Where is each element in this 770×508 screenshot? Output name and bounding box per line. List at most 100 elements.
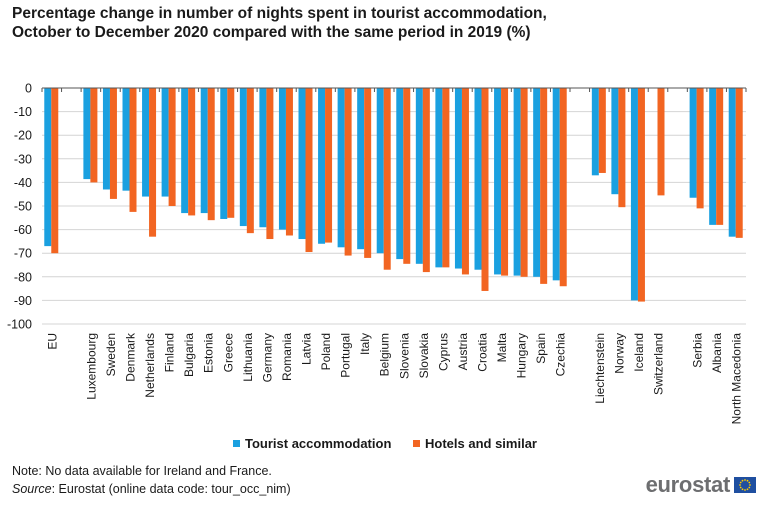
bar-hotels-and-similar-luxembourg (90, 88, 98, 183)
y-axis-tick-labels: 0 -10 -20 -30 -40 -50 -60 -70 -80 -90 -100 (7, 82, 32, 332)
y-tick-label: -90 (14, 294, 32, 308)
y-tick-label: -70 (14, 247, 32, 261)
x-tick-label-italy: Italy (358, 333, 372, 355)
x-tick-label-belgium: Belgium (378, 333, 392, 376)
bar-tourist-accommodation-germany (259, 88, 267, 228)
bar-hotels-and-similar-croatia (481, 88, 489, 291)
legend: Tourist accommodation Hotels and similar (0, 436, 770, 451)
bar-tourist-accommodation-croatia (474, 88, 482, 270)
x-tick-label-norway: Norway (612, 333, 626, 374)
bar-tourist-accommodation-albania (709, 88, 717, 225)
bar-hotels-and-similar-latvia (305, 88, 313, 253)
legend-item-hotels-and-similar: Hotels and similar (413, 436, 537, 451)
bar-tourist-accommodation-poland (318, 88, 326, 244)
bar-hotels-and-similar-serbia (696, 88, 704, 209)
bar-hotels-and-similar-netherlands (149, 88, 157, 237)
bar-hotels-and-similar-north-macedonia (735, 88, 743, 238)
note-text: Note: No data available for Ireland and … (12, 464, 272, 478)
y-tick-label: -30 (14, 152, 32, 166)
bar-tourist-accommodation-liechtenstein (591, 88, 599, 176)
x-tick-label-iceland: Iceland (632, 333, 646, 372)
bar-tourist-accommodation-finland (161, 88, 169, 197)
x-tick-label-latvia: Latvia (300, 333, 314, 365)
legend-label-tourist-accommodation: Tourist accommodation (245, 436, 392, 451)
bar-hotels-and-similar-estonia (207, 88, 215, 221)
bar-hotels-and-similar-albania (716, 88, 724, 225)
x-tick-label-germany: Germany (260, 333, 274, 382)
bar-hotels-and-similar-finland (168, 88, 176, 206)
y-tick-label: 0 (25, 82, 32, 96)
bar-hotels-and-similar-lithuania (246, 88, 254, 234)
bar-hotels-and-similar-portugal (344, 88, 352, 256)
bar-tourist-accommodation-lithuania (239, 88, 247, 227)
bar-tourist-accommodation-hungary (513, 88, 521, 276)
eu-flag-icon (734, 477, 756, 493)
bar-hotels-and-similar-norway (618, 88, 626, 208)
bar-chart: 0 -10 -20 -30 -40 -50 -60 -70 -80 -90 -100 EU Luxem… (7, 82, 747, 425)
bar-tourist-accommodation-sweden (102, 88, 110, 190)
eurostat-logo: eurostat (646, 474, 756, 496)
source-text: : Eurostat (online data code: tour_occ_n… (51, 482, 291, 496)
x-tick-label-cyprus: Cyprus (436, 333, 450, 371)
x-tick-label-poland: Poland (319, 333, 333, 370)
y-tick-label: -80 (14, 270, 32, 284)
bar-hotels-and-similar-spain (540, 88, 548, 284)
bar-hotels-and-similar-poland (325, 88, 333, 243)
legend-label-hotels-and-similar: Hotels and similar (425, 436, 537, 451)
bar-tourist-accommodation-portugal (337, 88, 345, 248)
bar-tourist-accommodation-norway (611, 88, 619, 195)
bar-tourist-accommodation-slovenia (396, 88, 404, 260)
x-tick-label-bulgaria: Bulgaria (182, 333, 196, 377)
x-tick-label-denmark: Denmark (124, 332, 138, 382)
x-tick-label-slovenia: Slovenia (397, 333, 411, 379)
bar-hotels-and-similar-iceland (637, 88, 645, 302)
x-tick-label-eu: EU (45, 333, 59, 350)
x-tick-label-finland: Finland (163, 333, 177, 372)
x-tick-label-romania: Romania (280, 333, 294, 381)
legend-swatch-hotels-and-similar (413, 440, 421, 447)
x-tick-label-albania: Albania (710, 333, 724, 373)
bars (44, 88, 743, 302)
bar-tourist-accommodation-iceland (630, 88, 638, 301)
legend-swatch-tourist-accommodation (233, 440, 240, 447)
x-tick-label-hungary: Hungary (515, 333, 529, 378)
y-tick-label: -100 (7, 318, 32, 332)
bar-hotels-and-similar-malta (501, 88, 509, 276)
x-axis (41, 87, 747, 92)
x-tick-label-liechtenstein: Liechtenstein (593, 333, 607, 404)
bar-tourist-accommodation-denmark (122, 88, 130, 191)
x-tick-label-north-macedonia: North Macedonia (730, 333, 744, 425)
x-tick-label-sweden: Sweden (104, 333, 118, 376)
bar-tourist-accommodation-serbia (689, 88, 697, 198)
x-tick-label-netherlands: Netherlands (143, 333, 157, 398)
x-tick-label-estonia: Estonia (202, 333, 216, 373)
chart-title: Percentage change in number of nights sp… (12, 4, 762, 42)
bar-hotels-and-similar-romania (285, 88, 293, 236)
x-tick-label-austria: Austria (456, 333, 470, 371)
x-tick-label-switzerland: Switzerland (652, 333, 666, 395)
eurostat-logo-text: eurostat (645, 472, 731, 497)
bar-hotels-and-similar-eu (51, 88, 59, 254)
bar-tourist-accommodation-north-macedonia (728, 88, 736, 237)
bar-hotels-and-similar-hungary (520, 88, 528, 277)
y-tick-label: -40 (14, 176, 32, 190)
x-tick-label-slovakia: Slovakia (417, 333, 431, 379)
x-tick-label-serbia: Serbia (691, 333, 705, 368)
bar-tourist-accommodation-austria (454, 88, 462, 269)
bar-hotels-and-similar-czechia (559, 88, 567, 287)
bar-tourist-accommodation-slovakia (415, 88, 423, 264)
bar-tourist-accommodation-romania (278, 88, 286, 230)
bar-hotels-and-similar-cyprus (442, 88, 450, 268)
legend-item-tourist-accommodation: Tourist accommodation (233, 436, 391, 451)
bar-hotels-and-similar-greece (227, 88, 235, 218)
chart-title-line-1: Percentage change in number of nights sp… (12, 5, 547, 22)
bar-tourist-accommodation-greece (220, 88, 228, 219)
x-tick-label-portugal: Portugal (339, 333, 353, 378)
bar-tourist-accommodation-eu (44, 88, 52, 247)
bar-hotels-and-similar-liechtenstein (598, 88, 606, 173)
x-tick-label-croatia: Croatia (476, 333, 490, 372)
bar-tourist-accommodation-malta (494, 88, 502, 275)
x-tick-label-czechia: Czechia (554, 333, 568, 377)
bar-hotels-and-similar-denmark (129, 88, 137, 212)
bar-hotels-and-similar-slovakia (422, 88, 430, 273)
